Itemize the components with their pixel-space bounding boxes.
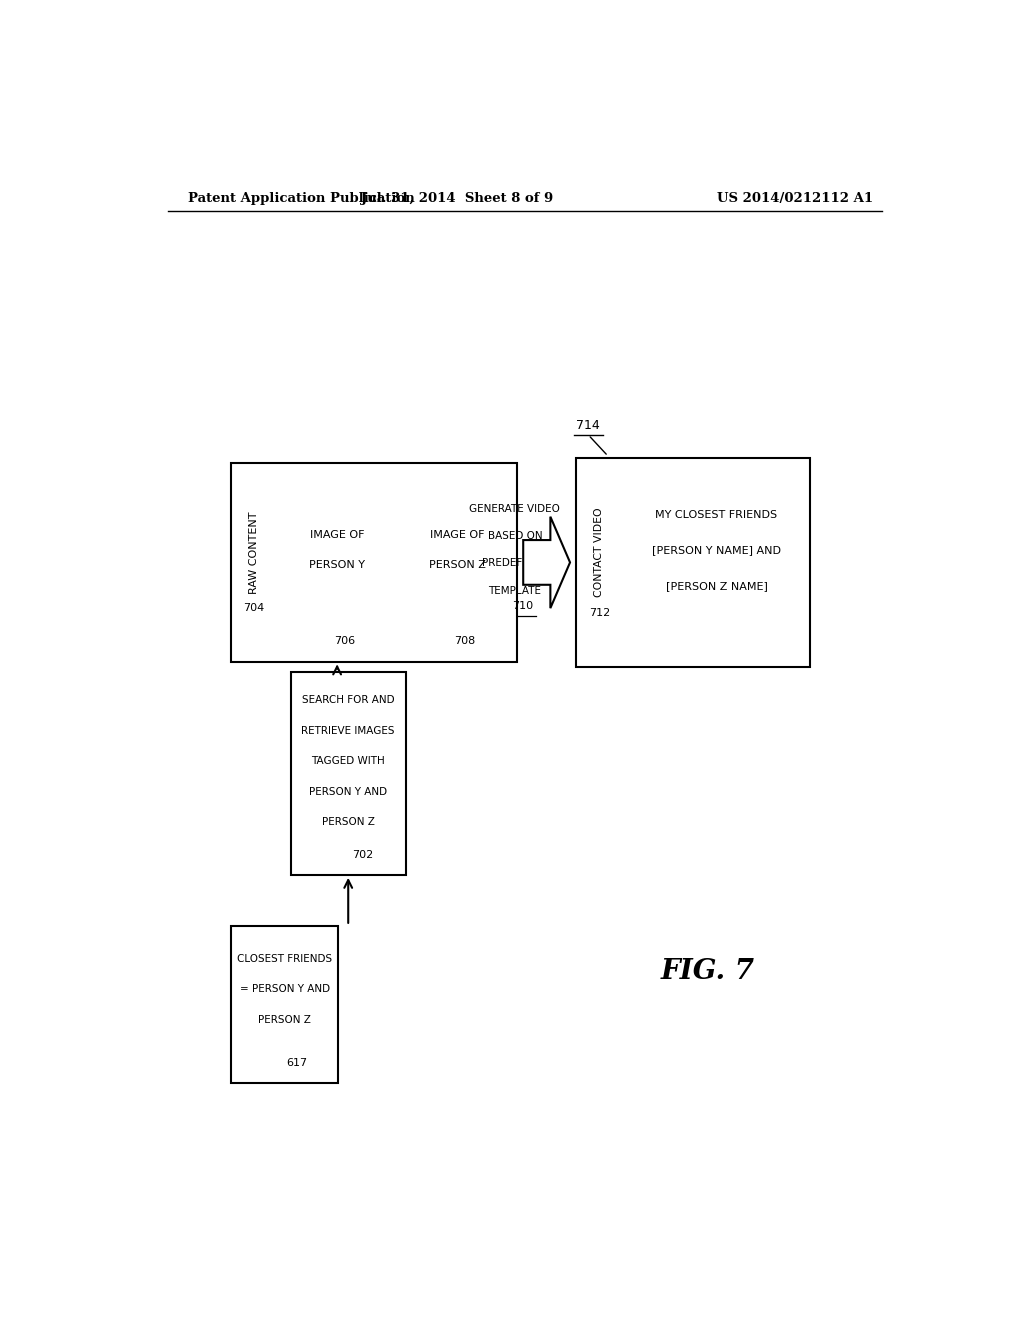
Text: BASED ON: BASED ON xyxy=(487,531,542,541)
Text: 714: 714 xyxy=(577,418,600,432)
Text: [PERSON Y NAME] AND: [PERSON Y NAME] AND xyxy=(652,545,781,556)
Bar xyxy=(231,463,517,661)
Text: 704: 704 xyxy=(244,603,265,614)
Bar xyxy=(291,672,406,875)
Text: SEARCH FOR AND: SEARCH FOR AND xyxy=(302,696,394,705)
Text: 617: 617 xyxy=(286,1059,307,1068)
Text: 706: 706 xyxy=(335,636,355,647)
Bar xyxy=(577,458,811,667)
Text: PERSON Y: PERSON Y xyxy=(309,561,366,570)
Text: FIG. 7: FIG. 7 xyxy=(660,958,755,985)
Text: [PERSON Z NAME]: [PERSON Z NAME] xyxy=(666,581,767,591)
Text: TEMPLATE: TEMPLATE xyxy=(488,586,542,595)
Text: PERSON Y AND: PERSON Y AND xyxy=(309,787,387,796)
Text: GENERATE VIDEO: GENERATE VIDEO xyxy=(469,503,560,513)
Text: Patent Application Publication: Patent Application Publication xyxy=(187,191,415,205)
Text: MY CLOSEST FRIENDS: MY CLOSEST FRIENDS xyxy=(655,510,777,520)
Text: 710: 710 xyxy=(512,601,534,611)
Bar xyxy=(231,925,338,1084)
Polygon shape xyxy=(523,516,570,609)
Text: IMAGE OF: IMAGE OF xyxy=(430,529,484,540)
Text: RETRIEVE IMAGES: RETRIEVE IMAGES xyxy=(301,726,395,735)
Text: PERSON Z: PERSON Z xyxy=(428,561,485,570)
Text: 702: 702 xyxy=(352,850,373,859)
Text: Jul. 31, 2014  Sheet 8 of 9: Jul. 31, 2014 Sheet 8 of 9 xyxy=(361,191,553,205)
Text: US 2014/0212112 A1: US 2014/0212112 A1 xyxy=(717,191,872,205)
Text: IMAGE OF: IMAGE OF xyxy=(310,529,365,540)
Text: PERSON Z: PERSON Z xyxy=(258,1015,311,1024)
Text: RAW CONTENT: RAW CONTENT xyxy=(249,511,259,594)
Text: = PERSON Y AND: = PERSON Y AND xyxy=(240,985,330,994)
Text: 712: 712 xyxy=(589,609,610,618)
Text: PREDEFINED: PREDEFINED xyxy=(482,558,548,569)
Text: 708: 708 xyxy=(455,636,475,647)
Text: CONTACT VIDEO: CONTACT VIDEO xyxy=(594,507,604,597)
Text: PERSON Z: PERSON Z xyxy=(322,817,375,828)
Text: CLOSEST FRIENDS: CLOSEST FRIENDS xyxy=(238,954,333,964)
Text: TAGGED WITH: TAGGED WITH xyxy=(311,756,385,766)
